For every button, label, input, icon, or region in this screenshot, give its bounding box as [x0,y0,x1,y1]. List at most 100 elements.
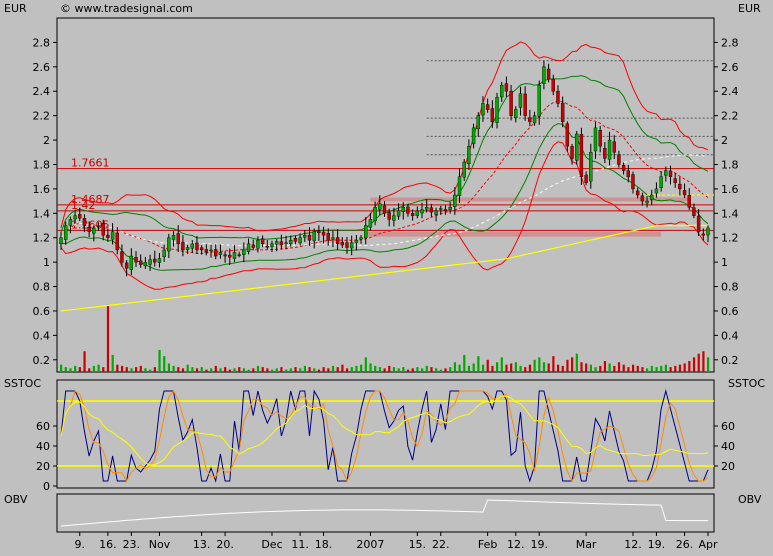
candle-body [349,242,354,249]
volume-bar [322,367,325,372]
candle-body [584,174,588,183]
x-tick-label: 2007 [356,538,384,551]
candle-body [345,242,349,248]
candle-body [59,237,63,245]
volume-bar [524,367,527,372]
volume-bar [303,365,306,372]
volume-bar [205,369,208,372]
volume-bar [519,365,522,372]
volume-bar [345,368,349,372]
candle-body [157,258,162,263]
volume-bar [266,368,269,372]
volume-bar [575,353,578,372]
candle-body [509,90,513,116]
x-tick-label: Feb [478,538,497,551]
candle-body [546,68,551,80]
candle-body [490,108,495,122]
sstoc-tick-label-left: 20 [36,460,50,473]
volume-bar [125,367,128,372]
volume-bar [120,365,124,372]
volume-bar [458,364,461,372]
obv-panel [60,499,708,527]
volume-bar [406,369,410,372]
sstoc-label-left: SSTOC [4,377,41,390]
volume-bar [505,364,508,372]
volume-bar [172,365,175,372]
candle-body [556,90,560,104]
candle-body [368,219,373,228]
y-tick-label-right: 2.8 [721,36,739,49]
candle-body [96,225,101,227]
candle-body [617,154,621,165]
volume-bar [186,364,189,372]
grid-lines [53,41,718,361]
candle-body [176,233,180,245]
y-tick-label-left: 2.6 [33,61,51,74]
volume-bar [374,365,377,372]
candle-body [124,262,129,269]
volume-bar [556,364,560,372]
y-tick-label-right: 2.4 [721,85,739,98]
candle-body [274,241,279,245]
volume-bar [388,365,391,372]
volume-bar [167,363,171,372]
x-tick-label: 15. [409,538,427,551]
volume-bar [416,367,419,372]
volume-bar [589,364,592,372]
y-tick-label-left: 0.4 [33,329,51,342]
volume-bar [92,365,96,372]
candle-body [631,174,635,190]
candle-body [73,215,77,220]
volume-bar [336,367,339,372]
volume-bar [692,357,696,372]
candle-body [401,207,405,212]
candle-body [687,195,691,208]
volume-bar [163,356,166,372]
volume-bar [247,369,250,372]
volume-bar [402,367,405,372]
candle-body [612,141,616,153]
candle-body [392,215,396,221]
candle-body [382,205,387,214]
candle-body [645,200,649,204]
candle-body [148,259,152,265]
x-tick-label: 11. [291,538,309,551]
volume-bar [603,361,607,372]
candle-body [270,243,274,247]
candle-body [607,139,612,160]
y-tick-labels: 0.2 0.2 0.4 0.4 0.6 0.6 0.8 0.8 1 1 1.2 1.2 1.4 1.4 1.… [33,36,739,366]
candle-body [335,237,340,245]
candle-body [406,206,410,214]
candle-body [87,226,91,232]
candle-body [467,145,471,165]
volume-bar [350,367,353,372]
candle-body [565,123,570,147]
volume-bar [252,368,255,372]
volume-bar [453,362,457,372]
candle-body [593,127,598,152]
support-band [365,231,662,237]
volume-bar [238,367,241,372]
y-tick-label-right: 0.8 [721,281,739,294]
y-tick-label-left: 2.4 [33,85,51,98]
volume-bar [707,357,710,372]
volume-bar [397,368,400,372]
volume-bar [500,357,503,372]
volume-bar [78,367,81,372]
volume-bar [580,362,583,372]
volume-bar [481,364,485,372]
candle-body [63,225,68,240]
candle-body [481,103,485,116]
volume-bar [214,365,217,372]
candle-body [228,254,232,258]
y-tick-label-left: 0.2 [33,354,51,367]
candle-body [514,109,518,118]
x-tick-label: 18. [315,538,333,551]
volume-bar [144,368,147,372]
candle-body [289,239,293,244]
x-tick-label: 26. [676,538,694,551]
volume-bar [74,365,77,372]
candle-body [485,104,490,110]
volume-bar [308,367,311,372]
volume-bar [275,368,278,372]
